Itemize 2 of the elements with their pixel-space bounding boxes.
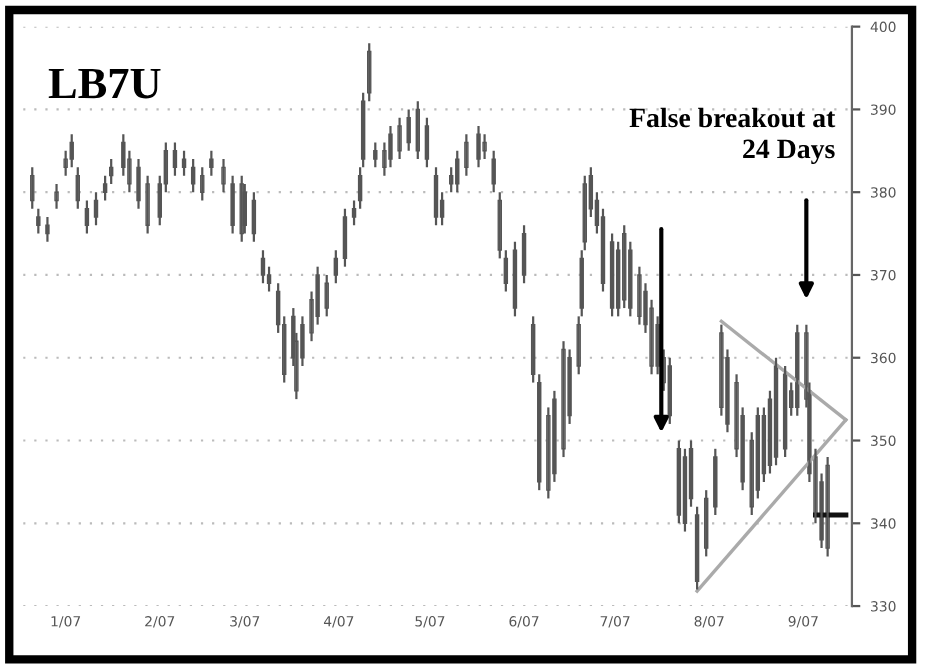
text: LB7U xyxy=(48,68,161,99)
annotation: False breakout at 24 Days xyxy=(629,107,836,164)
